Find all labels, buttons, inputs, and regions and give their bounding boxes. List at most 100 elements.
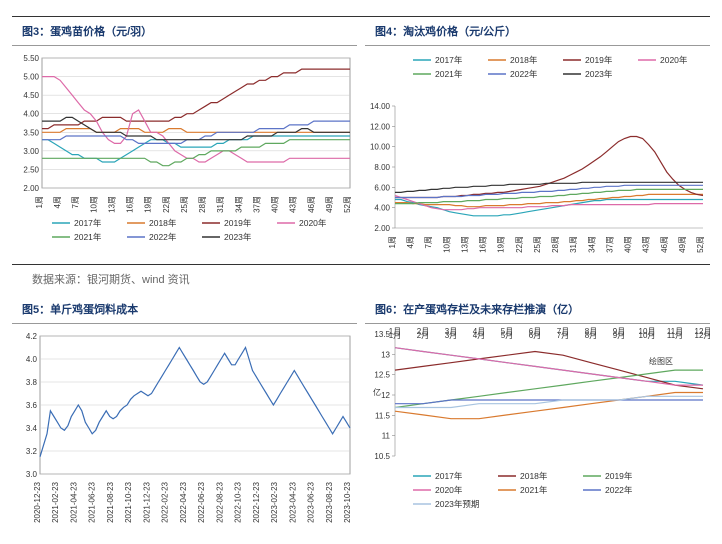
svg-text:2023-08-23: 2023-08-23 <box>325 481 334 522</box>
svg-text:2021-10-23: 2021-10-23 <box>124 481 133 522</box>
top-rule <box>12 16 710 17</box>
svg-text:8月: 8月 <box>585 331 597 340</box>
svg-text:1周: 1周 <box>35 196 44 208</box>
svg-text:2021年: 2021年 <box>435 69 463 79</box>
chart3-box: 图3：蛋鸡苗价格（元/羽） 2.002.503.003.504.004.505.… <box>12 19 357 258</box>
svg-text:2018年: 2018年 <box>520 471 548 481</box>
svg-text:3.4: 3.4 <box>26 424 38 433</box>
svg-text:2019年: 2019年 <box>605 471 633 481</box>
svg-text:5.00: 5.00 <box>23 73 39 82</box>
svg-text:10.00: 10.00 <box>370 143 391 152</box>
chart5-box: 图5：单斤鸡蛋饲料成本 3.03.23.43.63.84.04.22020-12… <box>12 297 357 526</box>
svg-text:7周: 7周 <box>424 236 433 248</box>
svg-text:2018年: 2018年 <box>149 218 177 228</box>
svg-text:46周: 46周 <box>307 196 316 213</box>
svg-text:25周: 25周 <box>180 196 189 213</box>
svg-text:2021年: 2021年 <box>520 485 548 495</box>
svg-text:22周: 22周 <box>515 236 524 253</box>
svg-text:2.50: 2.50 <box>23 165 39 174</box>
svg-text:43周: 43周 <box>289 196 298 213</box>
svg-text:2020年: 2020年 <box>435 485 463 495</box>
svg-text:37周: 37周 <box>605 236 614 253</box>
svg-text:2022年: 2022年 <box>149 232 177 242</box>
charts-page: 图3：蛋鸡苗价格（元/羽） 2.002.503.003.504.004.505.… <box>0 0 722 540</box>
svg-text:12月: 12月 <box>695 331 710 340</box>
svg-text:16周: 16周 <box>126 196 135 213</box>
svg-text:5.50: 5.50 <box>23 54 39 63</box>
svg-text:3.50: 3.50 <box>23 128 39 137</box>
svg-text:52周: 52周 <box>696 236 705 253</box>
svg-text:10月: 10月 <box>639 331 656 340</box>
svg-text:6月: 6月 <box>529 331 541 340</box>
svg-text:19周: 19周 <box>497 236 506 253</box>
svg-text:19周: 19周 <box>144 196 153 213</box>
svg-text:34周: 34周 <box>234 196 243 213</box>
svg-text:2023-02-23: 2023-02-23 <box>270 481 279 522</box>
svg-text:3.2: 3.2 <box>26 447 38 456</box>
svg-text:12: 12 <box>381 391 390 400</box>
svg-text:8.00: 8.00 <box>374 163 390 172</box>
svg-text:4.00: 4.00 <box>23 110 39 119</box>
chart6-svg: 绘图区1月2月3月4月5月6月7月8月9月10月11月12月10.51111.5… <box>365 326 710 526</box>
svg-text:12.00: 12.00 <box>370 122 391 131</box>
svg-text:7月: 7月 <box>557 331 569 340</box>
svg-text:4周: 4周 <box>406 236 415 248</box>
svg-text:2022-04-23: 2022-04-23 <box>179 481 188 522</box>
svg-text:5月: 5月 <box>501 331 513 340</box>
svg-text:16周: 16周 <box>479 236 488 253</box>
svg-text:2018年: 2018年 <box>510 55 538 65</box>
chart5-title: 图5：单斤鸡蛋饲料成本 <box>12 297 357 324</box>
row-1: 图3：蛋鸡苗价格（元/羽） 2.002.503.003.504.004.505.… <box>12 19 710 258</box>
svg-text:13: 13 <box>381 350 390 359</box>
svg-text:2021-04-23: 2021-04-23 <box>69 481 78 522</box>
svg-text:13周: 13周 <box>460 236 469 253</box>
svg-text:22周: 22周 <box>162 196 171 213</box>
svg-text:2021-06-23: 2021-06-23 <box>88 481 97 522</box>
svg-text:2022-12-23: 2022-12-23 <box>252 481 261 522</box>
svg-text:31周: 31周 <box>216 196 225 213</box>
svg-text:25周: 25周 <box>533 236 542 253</box>
svg-text:4周: 4周 <box>53 196 62 208</box>
svg-text:1月: 1月 <box>389 331 401 340</box>
svg-text:46周: 46周 <box>660 236 669 253</box>
svg-text:1周: 1周 <box>388 236 397 248</box>
svg-text:2022年: 2022年 <box>510 69 538 79</box>
svg-text:2019年: 2019年 <box>585 55 613 65</box>
row-2: 图5：单斤鸡蛋饲料成本 3.03.23.43.63.84.04.22020-12… <box>12 297 710 526</box>
svg-text:2021-08-23: 2021-08-23 <box>106 481 115 522</box>
svg-text:2022-10-23: 2022-10-23 <box>234 481 243 522</box>
svg-text:2022年: 2022年 <box>605 485 633 495</box>
svg-text:40周: 40周 <box>624 236 633 253</box>
svg-text:2017年: 2017年 <box>74 218 102 228</box>
svg-text:10周: 10周 <box>442 236 451 253</box>
svg-text:3.8: 3.8 <box>26 378 38 387</box>
mid-rule <box>12 264 710 265</box>
svg-text:2020年: 2020年 <box>660 55 688 65</box>
svg-text:6.00: 6.00 <box>374 183 390 192</box>
svg-text:10周: 10周 <box>89 196 98 213</box>
svg-text:13周: 13周 <box>107 196 116 213</box>
svg-text:4.0: 4.0 <box>26 355 38 364</box>
svg-text:2023-10-23: 2023-10-23 <box>343 481 352 522</box>
svg-text:2017年: 2017年 <box>435 55 463 65</box>
svg-text:3.00: 3.00 <box>23 147 39 156</box>
svg-text:2.00: 2.00 <box>374 224 390 233</box>
svg-text:11.5: 11.5 <box>375 411 391 420</box>
svg-text:37周: 37周 <box>252 196 261 213</box>
svg-text:4.50: 4.50 <box>23 91 39 100</box>
chart3-svg: 2.002.503.003.504.004.505.005.501周4周7周10… <box>12 48 357 258</box>
svg-text:2020年: 2020年 <box>299 218 327 228</box>
chart6-box: 图6：在产蛋鸡存栏及未来存栏推演（亿） 绘图区1月2月3月4月5月6月7月8月9… <box>365 297 710 526</box>
svg-text:2022-08-23: 2022-08-23 <box>215 481 224 522</box>
svg-text:52周: 52周 <box>343 196 352 213</box>
svg-text:2021-02-23: 2021-02-23 <box>51 481 60 522</box>
svg-text:亿: 亿 <box>373 387 381 397</box>
svg-text:2021-12-23: 2021-12-23 <box>142 481 151 522</box>
svg-text:2023-06-23: 2023-06-23 <box>307 481 316 522</box>
svg-text:49周: 49周 <box>678 236 687 253</box>
svg-text:10.5: 10.5 <box>374 452 390 461</box>
svg-text:7周: 7周 <box>71 196 80 208</box>
svg-text:2022-06-23: 2022-06-23 <box>197 481 206 522</box>
svg-text:3.6: 3.6 <box>26 401 38 410</box>
svg-text:12.5: 12.5 <box>374 371 390 380</box>
